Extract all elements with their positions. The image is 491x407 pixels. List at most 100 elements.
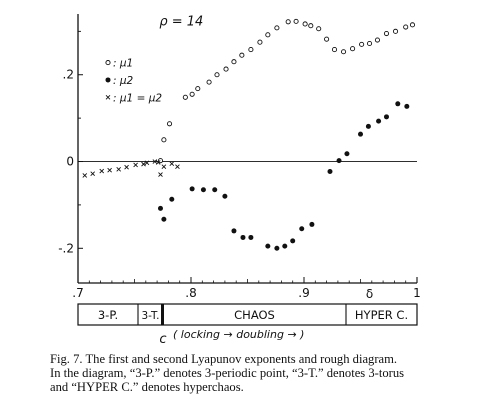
mu-equal-point — [133, 162, 138, 168]
cross-stroke — [90, 171, 96, 176]
caption-line-1: Fig. 7. The first and second Lyapunov ex… — [50, 352, 398, 366]
mu-equal-point — [155, 160, 161, 165]
mu-equal-point — [107, 167, 112, 173]
y-tick-label: -.2 — [58, 241, 74, 255]
mu1-point — [359, 41, 365, 47]
mu1-point — [274, 25, 280, 31]
x-tick-label: .8 — [185, 286, 196, 300]
mu1-point — [308, 23, 314, 29]
axes — [77, 14, 418, 284]
mu1-point — [340, 49, 347, 55]
mu2-point — [161, 216, 167, 222]
mu2-point — [282, 243, 288, 249]
marker-delta: δ — [366, 287, 373, 301]
mu-equal-point — [161, 164, 167, 170]
mu-equal-point — [116, 167, 121, 172]
cross-stroke — [99, 168, 105, 174]
mu2-point — [231, 228, 237, 234]
mu2-point — [274, 245, 280, 251]
mu2-point-legend-icon — [105, 77, 111, 83]
mu1-point — [161, 137, 167, 143]
cross-stroke — [124, 164, 129, 170]
cross-stroke — [155, 160, 161, 165]
mu-equal-point — [175, 164, 180, 170]
mu-equal-point-legend-icon — [105, 94, 111, 100]
mu2-point — [265, 243, 271, 249]
cross-stroke — [152, 159, 158, 164]
mu1-point — [293, 18, 299, 24]
mu-equal-point — [90, 171, 96, 176]
mu1-point — [189, 91, 195, 97]
x-tick-label: .7 — [72, 286, 83, 300]
mu1-point — [409, 22, 416, 28]
mu1-point-legend-icon — [105, 60, 111, 66]
rough-diagram: 3-P. 3-T. CHAOS HYPER C. c ( locking → doubli… — [77, 287, 418, 347]
mu2-point — [309, 221, 315, 227]
caption-line-3: and “HYPER C.” denotes hyperchaos. — [50, 380, 244, 394]
mu2-point — [169, 196, 175, 202]
mu2-point — [299, 226, 305, 232]
cross-stroke — [133, 162, 138, 168]
y-tick-label: .2 — [63, 68, 74, 82]
cross-stroke — [158, 172, 163, 177]
mu1-point — [392, 28, 399, 34]
diagram-label: 3-P. — [98, 308, 118, 322]
mu2-point — [240, 234, 246, 240]
diagram-frame — [77, 303, 418, 326]
legend: ρ = 14: μ1: μ2: μ1 = μ2 — [105, 15, 203, 104]
marker-c: c — [159, 332, 166, 347]
diagram-label: 3-T. — [141, 310, 159, 322]
mu1-point — [366, 40, 373, 47]
mu1-point — [166, 121, 173, 127]
y-tick-label: 0 — [66, 155, 74, 169]
mu-equal-point — [99, 168, 105, 174]
x-tick-label: .9 — [298, 286, 309, 300]
rho-annotation: ρ = 14 — [159, 15, 203, 30]
mu1-point — [239, 52, 245, 58]
data-marks — [82, 18, 416, 251]
mu1-point — [302, 21, 308, 27]
mu1-point — [248, 47, 254, 53]
diagram-label: CHAOS — [234, 308, 275, 322]
mu1-point — [331, 47, 338, 53]
mu2-point — [358, 131, 363, 137]
mu2-point — [327, 168, 333, 174]
diagram-divider-thick — [161, 304, 164, 325]
mu1-point — [350, 46, 356, 52]
mu2-point — [200, 187, 206, 193]
cross-stroke — [82, 173, 88, 178]
mu2-point — [248, 234, 254, 240]
mu2-point — [376, 118, 382, 124]
mu2-point — [383, 114, 389, 120]
figure-caption: Fig. 7. The first and second Lyapunov ex… — [50, 352, 490, 394]
mu1-point — [231, 59, 237, 65]
mu-equal-point — [82, 173, 88, 178]
mu1-point — [182, 94, 188, 100]
mu2-point — [290, 238, 296, 244]
marker-c-note: ( locking → doubling → ) — [173, 328, 304, 341]
mu1-point — [214, 72, 220, 78]
mu2-point — [212, 187, 218, 193]
mu2-point — [157, 205, 163, 211]
mu-equal-point — [169, 161, 175, 167]
legend-label: : μ1 — [113, 58, 133, 70]
mu1-point — [324, 36, 330, 42]
legend-label: : μ1 = μ2 — [113, 92, 162, 104]
mu1-point — [383, 30, 390, 37]
cross-stroke — [107, 167, 112, 173]
mu2-point — [395, 101, 401, 107]
mu2-point — [365, 123, 371, 129]
mu-equal-point — [124, 164, 129, 170]
cross-stroke — [169, 161, 175, 167]
mu1-point — [257, 39, 263, 45]
mu1-point — [285, 19, 291, 25]
mu1-point — [265, 32, 271, 38]
x-tick-label: 1 — [413, 286, 421, 300]
mu-equal-point — [152, 159, 158, 164]
mu2-point — [189, 186, 195, 192]
mu2-point — [336, 158, 342, 164]
cross-stroke — [105, 94, 111, 100]
diagram-label: HYPER C. — [355, 308, 408, 322]
mu1-point — [206, 79, 212, 85]
